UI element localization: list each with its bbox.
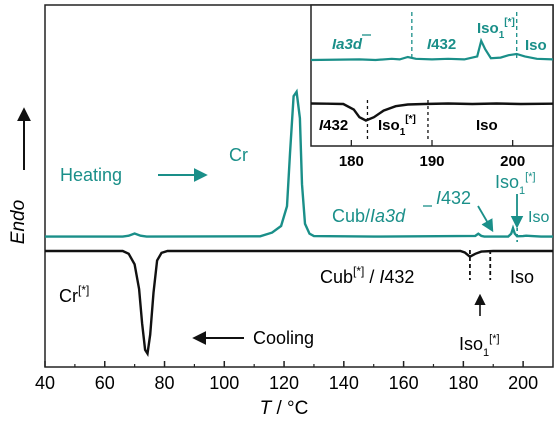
x-tick-label-4: 120 <box>269 373 299 393</box>
x-axis-label: T / °C <box>260 398 309 419</box>
inset-x-axis-ticks: 180 190 200 <box>339 140 525 170</box>
iso-heat-label: Iso <box>528 209 549 226</box>
inset-i432-cool-label: I432 <box>319 117 348 134</box>
inset-iso1star-cool-label: Iso1[*] <box>378 114 416 138</box>
inset-frame <box>310 4 554 147</box>
inset-iso1star-heat-label: Iso1[*] <box>477 17 515 41</box>
x-axis-var: T <box>260 398 273 419</box>
inset-x-tick-label-1: 190 <box>419 153 444 170</box>
inset-cooling-curve <box>310 102 554 122</box>
plot-frame <box>44 4 554 368</box>
x-tick-label-0: 40 <box>35 373 55 393</box>
heating-label: Heating <box>60 165 122 185</box>
inset-iso-cool-label: Iso <box>476 117 498 134</box>
inset-x-tick-label-2: 200 <box>500 153 525 170</box>
cooling-curve <box>45 249 553 358</box>
x-tick-label-7: 180 <box>448 373 478 393</box>
x-tick-label-5: 140 <box>329 373 359 393</box>
cooling-label: Cooling <box>253 328 314 348</box>
x-tick-label-1: 60 <box>95 373 115 393</box>
cub-ia3d-label: Cub/Ia3d <box>332 206 406 226</box>
x-axis-unit: / °C <box>271 398 308 419</box>
cr-label: Cr <box>229 145 248 165</box>
i432-heat-arrow <box>477 205 494 233</box>
x-tick-label-6: 160 <box>389 373 419 393</box>
i432-heat-label: I432 <box>436 188 471 208</box>
iso-cool-label: Iso <box>510 267 534 287</box>
inset-i432-heat-label: I432 <box>427 36 456 53</box>
inset-x-tick-label-0: 180 <box>339 153 364 170</box>
inset-ia3d-label: Ia3d <box>332 36 363 53</box>
y-axis-label: Endo <box>8 200 29 244</box>
inset-heating-curve <box>310 37 554 62</box>
x-tick-label-3: 100 <box>209 373 239 393</box>
heating-curve <box>45 88 553 238</box>
x-tick-label-2: 80 <box>155 373 175 393</box>
x-axis-ticks: 40 60 80 100 120 140 160 180 200 <box>35 361 538 393</box>
iso1star-heat-label: Iso1[*] <box>495 171 536 197</box>
iso1star-cool-label: Iso1[*] <box>459 333 500 359</box>
inset-iso-heat-label: Iso <box>525 37 547 54</box>
cub-star-i432-label: Cub[*] / I432 <box>320 264 414 287</box>
inset-panel: 180 190 200 Ia3d I432 Iso1[*] Iso I432 Iso… <box>310 4 554 170</box>
x-tick-label-8: 200 <box>508 373 538 393</box>
cr-star-label: Cr[*] <box>59 283 89 306</box>
